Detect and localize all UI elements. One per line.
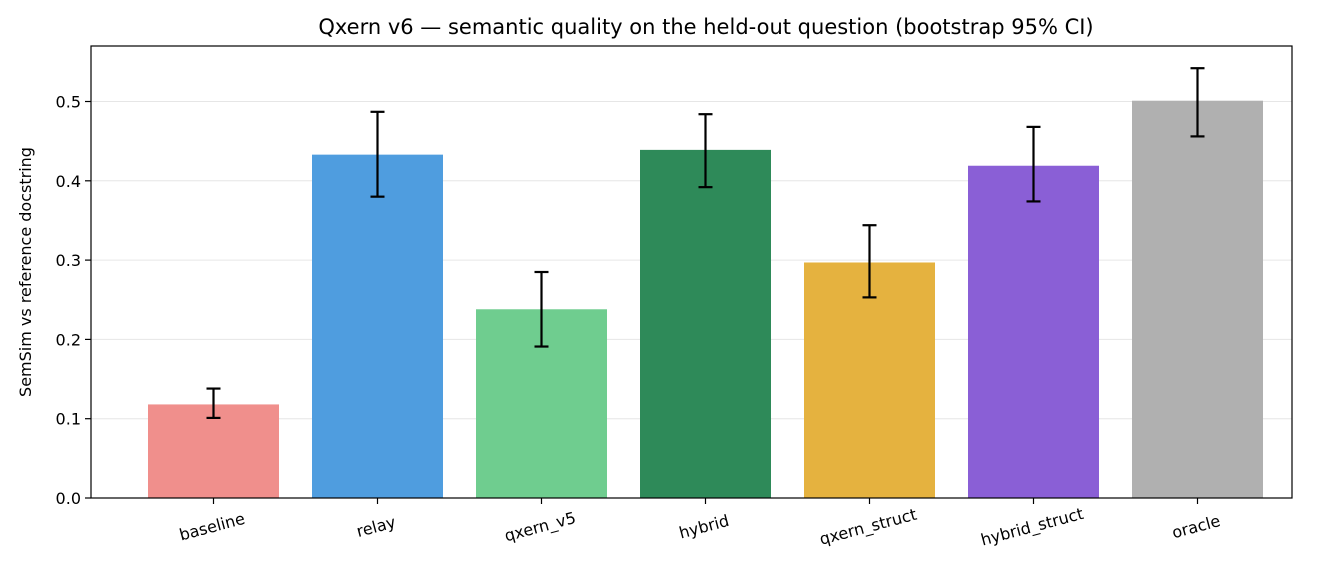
x-tick-label-qxern_v5: qxern_v5 <box>502 508 578 546</box>
error-bar-qxern_struct <box>862 224 877 299</box>
bar-hybrid <box>640 149 771 498</box>
bar-oracle <box>1132 100 1263 498</box>
bar-hybrid_struct <box>968 165 1099 498</box>
y-tick-label: 0.3 <box>56 251 81 270</box>
error-bar-oracle <box>1190 67 1205 138</box>
y-tick-label: 0.5 <box>56 93 81 112</box>
y-tick-label: 0.1 <box>56 410 81 429</box>
y-tick-label: 0.4 <box>56 172 81 191</box>
error-bar-baseline <box>206 387 221 420</box>
bars <box>148 100 1263 498</box>
x-tick-label-hybrid: hybrid <box>677 511 731 543</box>
y-axis-ticks: 0.0 0.1 0.2 0.3 0.4 0.5 <box>56 93 91 508</box>
error-bars <box>206 67 1205 420</box>
error-bar-hybrid_struct <box>1026 125 1041 203</box>
x-axis-ticks: baseline relay qxern_v5 hybrid qxern_struct h… <box>177 498 1222 550</box>
bar-baseline <box>148 404 279 498</box>
x-tick-label-baseline: baseline <box>177 509 247 545</box>
plot-frame <box>90 45 1293 499</box>
x-tick-label-qxern_struct: qxern_struct <box>817 505 919 550</box>
y-tick-label: 0.2 <box>56 330 81 349</box>
error-bar-qxern_v5 <box>534 270 549 348</box>
y-tick-label: 0.0 <box>56 489 81 508</box>
error-bar-relay <box>370 110 385 198</box>
bar-qxern_struct <box>804 262 935 498</box>
x-tick-label-oracle: oracle <box>1170 511 1223 542</box>
y-axis-label: SemSim vs reference docstring <box>16 147 35 397</box>
chart-title: Qxern v6 — semantic quality on the held-… <box>318 15 1093 39</box>
x-tick-label-hybrid_struct: hybrid_struct <box>979 504 1086 551</box>
x-tick-label-relay: relay <box>354 512 397 541</box>
error-bar-hybrid <box>698 113 713 189</box>
bar-relay <box>312 154 443 498</box>
